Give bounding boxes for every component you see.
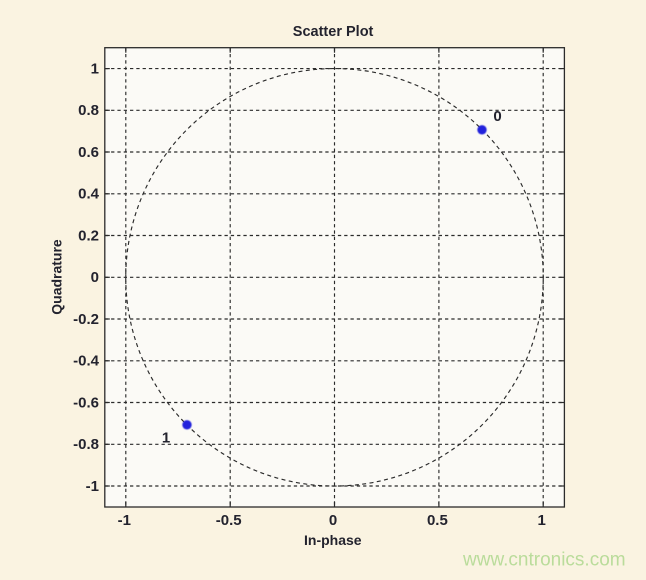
- svg-text:1: 1: [91, 60, 99, 77]
- svg-text:-0.6: -0.6: [73, 394, 99, 411]
- svg-text:0.2: 0.2: [78, 227, 99, 244]
- svg-text:-0.2: -0.2: [73, 311, 99, 328]
- svg-text:0: 0: [329, 512, 337, 529]
- svg-text:1: 1: [162, 430, 170, 447]
- svg-text:0.4: 0.4: [78, 186, 100, 203]
- svg-text:Quadrature: Quadrature: [49, 239, 65, 315]
- svg-text:0: 0: [91, 269, 99, 286]
- svg-text:-0.4: -0.4: [73, 353, 100, 370]
- svg-text:-1: -1: [118, 512, 131, 529]
- svg-text:www.cntronics.com: www.cntronics.com: [462, 550, 626, 571]
- svg-text:0: 0: [493, 108, 501, 125]
- svg-text:0.5: 0.5: [427, 512, 448, 529]
- svg-text:-1: -1: [86, 478, 99, 495]
- svg-text:1: 1: [538, 512, 546, 529]
- svg-text:-0.5: -0.5: [216, 512, 242, 529]
- svg-text:0.6: 0.6: [78, 144, 99, 161]
- svg-text:In-phase: In-phase: [304, 532, 362, 548]
- svg-text:0.8: 0.8: [78, 102, 99, 119]
- svg-text:Scatter Plot: Scatter Plot: [293, 24, 374, 40]
- svg-text:-0.8: -0.8: [73, 436, 99, 453]
